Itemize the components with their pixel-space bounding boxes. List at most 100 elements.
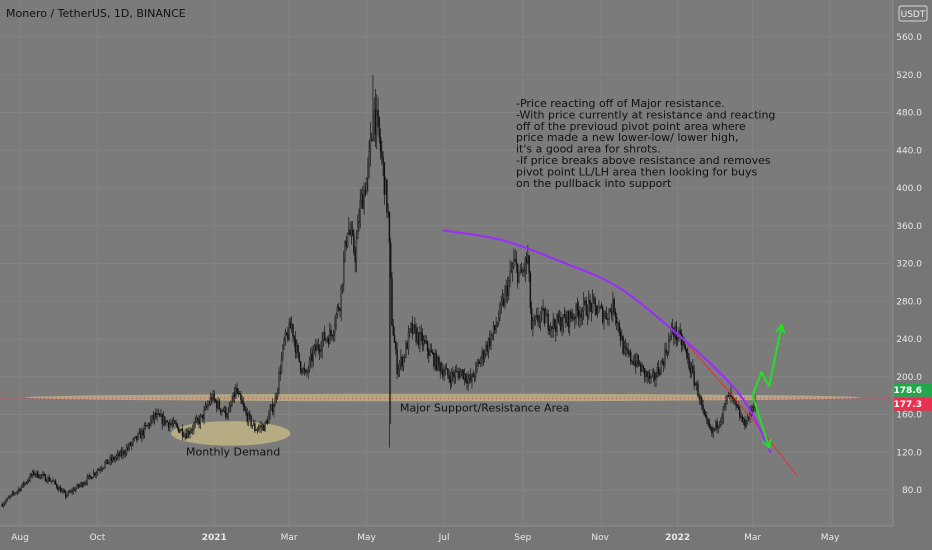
y-tick-label: 80.0 (902, 486, 922, 496)
candle-body (128, 442, 130, 449)
candle-body (534, 316, 537, 321)
candle-body (687, 353, 689, 358)
candle-body (624, 346, 627, 349)
candle-body (344, 240, 346, 260)
candle-body (702, 405, 704, 410)
candle-body (478, 361, 481, 365)
candle-body (166, 420, 168, 423)
candle-body (250, 415, 252, 426)
candle-body (251, 425, 254, 427)
candle-body (552, 319, 554, 329)
candle-body (122, 450, 124, 456)
candle-body (367, 166, 369, 179)
candle-body (753, 407, 755, 409)
candle-body (379, 137, 382, 152)
candle-body (359, 200, 361, 223)
candle-body (570, 311, 572, 318)
candle-body (245, 409, 247, 414)
candle-body (695, 383, 698, 385)
candle-body (566, 311, 568, 324)
candle-body (5, 500, 7, 503)
candle-body (129, 442, 132, 446)
candle-body (307, 370, 309, 373)
resistance-price-tag (894, 383, 932, 397)
candle-body (52, 480, 54, 482)
candle-body (646, 371, 648, 377)
candle-body (381, 150, 383, 158)
candle-body (665, 349, 667, 354)
candle-body (175, 423, 177, 425)
candle-body (692, 366, 694, 372)
candle-body (4, 502, 6, 505)
candle-body (209, 397, 212, 405)
candle-body (745, 423, 747, 427)
candle-body (561, 325, 563, 331)
candle-body (212, 393, 214, 401)
candle-body (362, 194, 364, 209)
candle-body (322, 332, 325, 341)
candle-body (596, 312, 599, 315)
candle-body (213, 393, 215, 400)
candle-body (87, 475, 90, 477)
candle-body (609, 309, 612, 312)
candle-body (77, 484, 80, 487)
candle-body (143, 425, 146, 436)
candle-body (345, 240, 347, 247)
candle-body (223, 407, 226, 412)
currency-button[interactable]: USDT (898, 5, 928, 22)
candle-body (600, 306, 603, 308)
candle-body (233, 392, 236, 398)
candle-body (599, 306, 601, 308)
candle-body (640, 363, 642, 372)
candle-body (332, 332, 335, 336)
candle-body (73, 489, 76, 491)
candle-body (425, 341, 427, 343)
candle-body (339, 309, 341, 311)
candle-body (519, 269, 521, 274)
candle-body (21, 482, 24, 487)
candle-body (423, 339, 425, 346)
candle-body (659, 373, 661, 375)
candle-body (354, 251, 356, 263)
candle-body (657, 367, 660, 374)
x-tick-label: Mar (281, 533, 298, 543)
candle-body (633, 360, 636, 365)
candle-body (580, 314, 582, 318)
candle-body (411, 323, 414, 334)
candle-body (241, 399, 243, 404)
candle-body (652, 372, 655, 376)
candle-body (442, 369, 444, 377)
analysis-note-line: it's a good area for shrots. (516, 143, 661, 156)
candle-body (153, 412, 156, 420)
candle-body (403, 356, 406, 359)
time-axis-background (0, 526, 932, 550)
candle-body (242, 403, 245, 407)
candle-body (138, 431, 141, 434)
candle-body (655, 376, 657, 380)
candle-body (709, 426, 712, 429)
candle-body (31, 471, 34, 476)
candle-body (555, 326, 557, 332)
candle-body (67, 491, 69, 496)
y-tick-label: 120.0 (896, 448, 922, 458)
candle-body (10, 494, 12, 497)
candle-body (38, 477, 40, 479)
candle-body (400, 356, 402, 364)
x-tick-label: Nov (591, 533, 609, 543)
candle-body (100, 468, 102, 471)
candle-body (459, 371, 462, 378)
candle-body (685, 349, 688, 354)
candle-body (660, 361, 662, 375)
candle-body (689, 367, 692, 373)
candle-body (668, 339, 670, 353)
candle-body (204, 406, 207, 410)
candle-body (424, 339, 426, 343)
y-axis[interactable]: 560.0 520.0 480.0 440.0 400.0 360.0 320.0 280.0… (896, 33, 922, 496)
candle-body (405, 342, 407, 358)
candle-body (434, 353, 436, 367)
x-axis[interactable]: Aug Oct 2021 Mar May Jul Sep Nov 2022 Mar May (11, 533, 840, 543)
candle-body (231, 401, 233, 406)
candle-body (161, 414, 163, 425)
